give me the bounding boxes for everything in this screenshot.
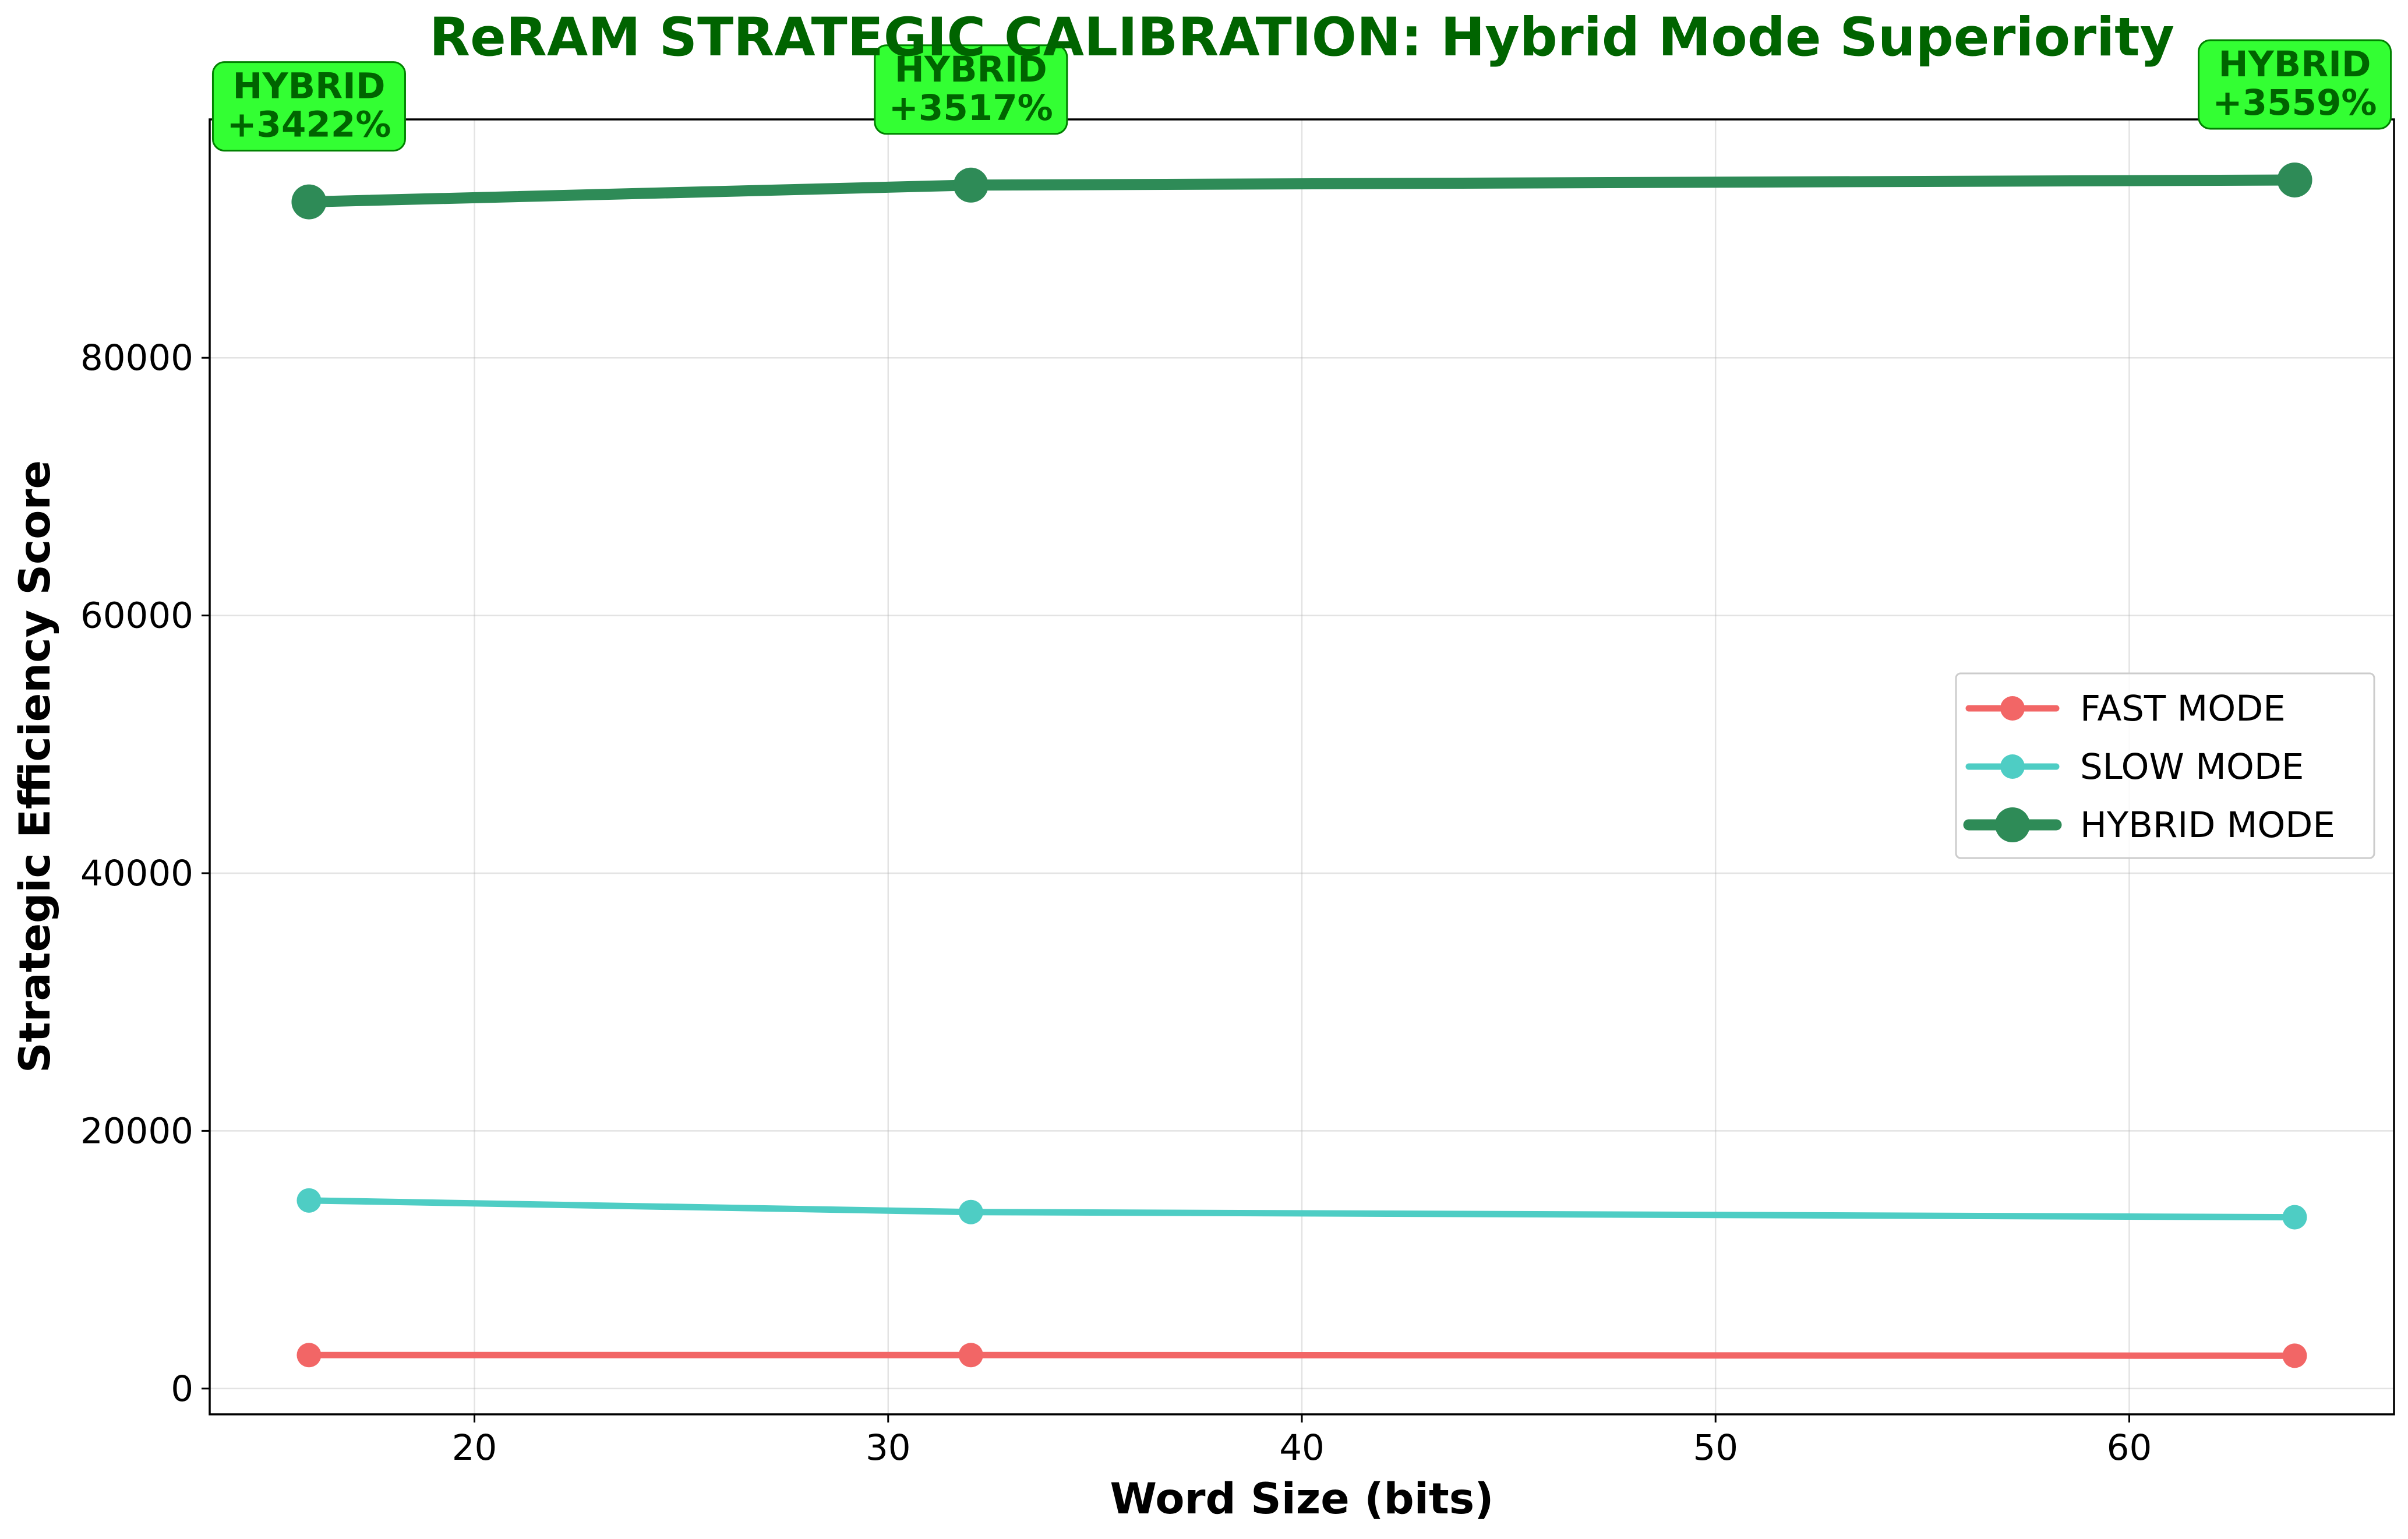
annotation-label: HYBRID [232,66,385,107]
annotation-box: HYBRID+3559% [2198,39,2392,130]
y-tick-label: 20000 [80,1110,193,1152]
grid [210,119,2394,1414]
x-tick-label: 30 [866,1427,911,1469]
data-point-hybrid-mode [953,167,988,203]
legend-marker-hybrid-mode [1995,807,2030,842]
annotation-value: +3422% [227,104,391,146]
x-tick-label: 40 [1279,1427,1325,1469]
data-point-fast-mode [296,1343,322,1368]
data-point-slow-mode [958,1199,983,1224]
legend-frame [1955,672,2375,859]
legend-marker-slow-mode [2000,754,2025,779]
y-axis-label: Strategic Efficiency Score [10,460,60,1073]
legend-label-hybrid-mode: HYBRID MODE [2080,804,2335,846]
chart-title: ReRAM STRATEGIC CALIBRATION: Hybrid Mode… [429,7,2174,68]
x-tick-label: 60 [2107,1427,2152,1469]
legend-label-fast-mode: FAST MODE [2080,688,2286,729]
legend: FAST MODE SLOW MODE HYBRID MODE [1955,672,2375,859]
data-point-fast-mode [2282,1343,2307,1368]
annotation-box: HYBRID+3422% [211,61,406,152]
series-line-fast-mode [305,1351,2298,1359]
y-tick-label: 40000 [80,853,193,894]
annotation-value: +3517% [889,87,1053,129]
data-point-slow-mode [296,1188,322,1213]
annotation-label: HYBRID [895,49,1047,90]
ticks: 20 30 40 50 60 0 20000 40000 60000 80000 [80,337,2152,1469]
data-point-hybrid-mode [2277,162,2312,197]
data-point-hybrid-mode [291,184,327,220]
x-tick-label: 20 [452,1427,497,1469]
annotation-background [874,44,1068,135]
series-layer [291,162,2312,1368]
annotation-background [2198,39,2392,130]
annotation-background [211,61,406,152]
annotation-value: +3559% [2213,82,2377,123]
x-tick-label: 50 [1693,1427,1738,1469]
annotation-label: HYBRID [2219,44,2371,85]
x-axis-label: Word Size (bits) [1110,1474,1493,1524]
y-tick-label: 80000 [80,337,193,379]
annotation-box: HYBRID+3517% [874,44,1068,135]
y-tick-label: 60000 [80,595,193,637]
data-point-fast-mode [958,1343,983,1368]
data-point-slow-mode [2282,1205,2307,1230]
legend-marker-fast-mode [2000,696,2025,721]
y-tick-label: 0 [171,1368,193,1410]
legend-label-slow-mode: SLOW MODE [2080,746,2304,788]
annotations: HYBRID+3422%HYBRID+3517%HYBRID+3559% [211,39,2392,152]
